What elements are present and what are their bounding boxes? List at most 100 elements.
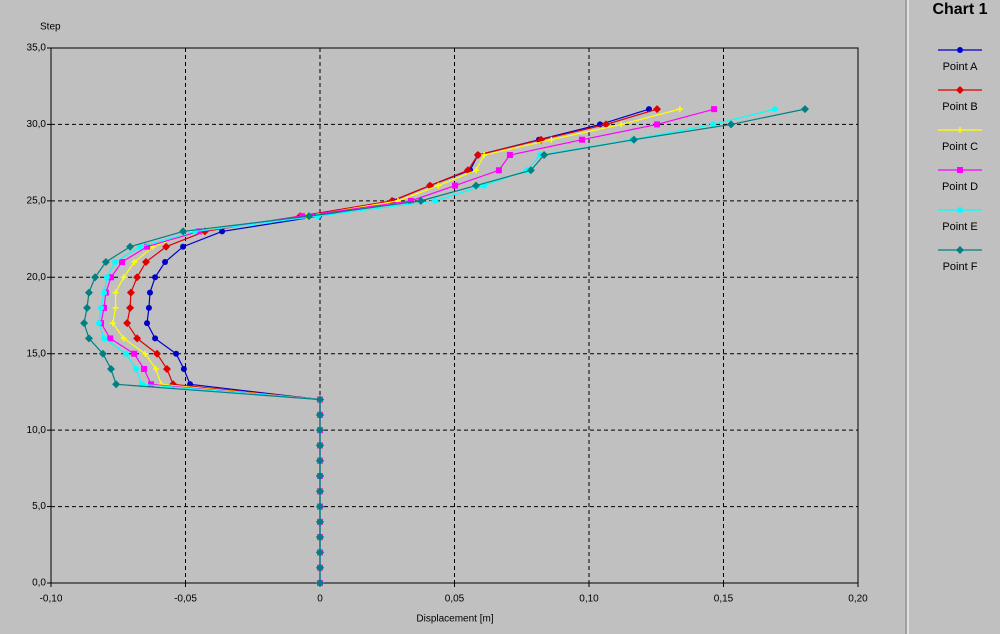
marker xyxy=(316,426,324,435)
marker xyxy=(141,366,148,372)
marker xyxy=(101,258,110,266)
legend-marker xyxy=(957,127,963,133)
marker xyxy=(473,151,482,159)
marker xyxy=(95,320,102,327)
marker xyxy=(316,487,324,496)
y-tick-label: 5,0 xyxy=(32,501,46,512)
legend-label: Point F xyxy=(943,261,978,273)
y-tick-label: 15,0 xyxy=(27,348,47,359)
marker xyxy=(179,227,188,236)
x-tick-label: 0,15 xyxy=(714,594,734,605)
marker xyxy=(126,303,135,312)
marker xyxy=(162,259,169,265)
marker xyxy=(316,410,324,419)
marker xyxy=(146,289,153,296)
marker xyxy=(133,366,140,372)
marker xyxy=(112,289,119,296)
marker xyxy=(80,319,89,328)
legend-label: Point B xyxy=(942,101,977,113)
marker xyxy=(123,319,132,328)
marker xyxy=(316,579,324,587)
legend-marker xyxy=(957,207,963,213)
marker xyxy=(727,120,736,129)
marker xyxy=(653,105,662,114)
marker xyxy=(137,243,144,250)
marker xyxy=(119,259,126,265)
legend-label: Point E xyxy=(942,221,977,233)
marker xyxy=(316,502,324,511)
marker xyxy=(472,181,481,190)
x-tick-label: -0,10 xyxy=(40,594,63,605)
marker xyxy=(144,243,151,250)
marker xyxy=(407,197,414,204)
marker xyxy=(84,288,93,297)
marker xyxy=(126,288,135,297)
x-tick-label: 0,20 xyxy=(848,594,868,605)
marker xyxy=(98,304,105,311)
marker xyxy=(107,335,114,342)
marker xyxy=(98,349,107,358)
x-tick-label: -0,05 xyxy=(174,594,197,605)
marker xyxy=(540,151,549,159)
marker xyxy=(526,166,535,175)
marker xyxy=(801,105,810,114)
marker xyxy=(120,335,127,342)
marker xyxy=(316,441,324,450)
marker xyxy=(112,259,119,265)
marker xyxy=(316,548,324,557)
y-tick-label: 25,0 xyxy=(27,195,47,206)
marker xyxy=(103,274,110,281)
y-tick-label: 35,0 xyxy=(27,43,47,54)
marker xyxy=(316,517,324,526)
marker xyxy=(316,472,324,480)
marker xyxy=(133,334,142,343)
marker xyxy=(126,242,135,251)
marker xyxy=(83,303,92,312)
legend-marker xyxy=(957,167,963,173)
plot-frame xyxy=(50,47,859,584)
x-tick-label: 0,05 xyxy=(445,594,465,605)
marker xyxy=(473,167,480,174)
marker xyxy=(316,456,324,465)
marker xyxy=(579,136,586,143)
marker xyxy=(180,243,187,250)
marker xyxy=(106,365,115,373)
marker xyxy=(548,136,555,143)
marker xyxy=(142,350,149,357)
marker xyxy=(771,106,778,113)
x-tick-label: 0 xyxy=(317,594,323,605)
marker xyxy=(710,121,717,128)
y-tick-label: 20,0 xyxy=(27,272,47,283)
marker xyxy=(711,106,718,113)
marker xyxy=(107,274,114,281)
marker xyxy=(148,381,155,388)
marker xyxy=(416,196,425,205)
marker xyxy=(629,135,638,144)
marker xyxy=(481,152,488,158)
marker xyxy=(109,320,116,327)
y-tick-label: 30,0 xyxy=(27,119,47,130)
marker xyxy=(144,320,151,327)
marker xyxy=(180,366,187,372)
marker xyxy=(601,120,610,129)
marker xyxy=(654,121,661,128)
marker xyxy=(219,228,226,235)
marker xyxy=(145,304,152,311)
legend-marker xyxy=(956,246,964,254)
legend-marker xyxy=(956,86,964,94)
marker xyxy=(452,182,459,189)
marker xyxy=(152,366,159,372)
marker xyxy=(495,167,502,174)
marker xyxy=(435,182,442,189)
marker xyxy=(152,349,161,358)
marker xyxy=(676,106,683,113)
marker xyxy=(298,213,305,220)
marker xyxy=(537,152,544,158)
y-tick-label: 0,0 xyxy=(32,578,46,589)
marker xyxy=(84,334,93,343)
marker xyxy=(133,273,142,282)
chart-title: Chart 1 xyxy=(932,1,987,18)
y-axis-label: Step xyxy=(40,22,61,33)
marker xyxy=(162,365,171,373)
